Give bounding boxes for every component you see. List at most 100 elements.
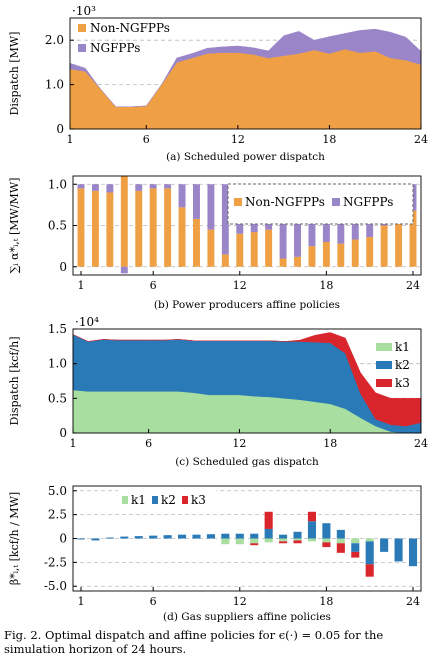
legend-swatch bbox=[376, 379, 392, 387]
x-tick-label: 12 bbox=[233, 279, 247, 292]
y-tick-label: 0.5 bbox=[48, 391, 67, 405]
chart-d: -5.0 -2.5 0 2.5 5.0 1 6 12 18 24 β*ᵢ,ₜ [kcf/h / MW… bbox=[8, 484, 422, 623]
y-tick-label: 5.0 bbox=[48, 484, 67, 498]
bar-k2 bbox=[293, 531, 302, 539]
x-tick-label: 24 bbox=[414, 437, 428, 450]
legend-swatch bbox=[152, 496, 158, 504]
bar-k2 bbox=[365, 541, 374, 565]
legend: k1 k2 k3 bbox=[376, 340, 410, 390]
bar-k2 bbox=[149, 535, 158, 539]
bar-k1 bbox=[322, 538, 331, 543]
axis-exponent: ·10³ bbox=[72, 4, 96, 18]
bar-k2 bbox=[221, 533, 230, 539]
x-tick-label: 6 bbox=[143, 133, 150, 146]
bar-ngfpps bbox=[221, 184, 229, 255]
subfigure-caption: (a) Scheduled power dispatch bbox=[166, 151, 325, 163]
bar-non-ngfpps bbox=[106, 192, 114, 267]
bar-non-ngfpps bbox=[91, 190, 99, 267]
bar-k1 bbox=[250, 538, 259, 544]
legend-box bbox=[118, 490, 216, 508]
x-tick-label: 18 bbox=[319, 279, 333, 292]
x-tick-label: 1 bbox=[78, 595, 85, 608]
bar-ngfpps bbox=[193, 184, 200, 219]
bar-k2 bbox=[322, 523, 331, 539]
area-series-non-ngfpps bbox=[69, 48, 422, 130]
bar-ngfpps bbox=[178, 184, 186, 208]
legend-swatch bbox=[376, 361, 392, 369]
x-tick-label: 18 bbox=[323, 437, 337, 450]
bar-ngfpps bbox=[77, 184, 85, 189]
bar-non-ngfpps bbox=[149, 188, 157, 267]
bar-non-ngfpps bbox=[164, 188, 172, 267]
y-axis-label: Dispatch [kcf/h] bbox=[8, 336, 21, 425]
bar-k1 bbox=[336, 538, 345, 544]
bar-k1 bbox=[365, 538, 374, 542]
bar-k2 bbox=[134, 536, 143, 539]
x-tick-label: 24 bbox=[406, 279, 420, 292]
bar-non-ngfpps bbox=[337, 243, 345, 267]
bar-k2 bbox=[163, 535, 172, 539]
x-tick-label: 6 bbox=[150, 279, 157, 292]
legend-label: Non-NGFPPs bbox=[90, 21, 170, 35]
legend-box bbox=[227, 183, 414, 225]
legend-label: k3 bbox=[395, 376, 410, 390]
legend-swatch bbox=[78, 24, 86, 32]
bar-k1 bbox=[264, 538, 273, 543]
bar-k3 bbox=[336, 543, 345, 553]
y-tick-label: 1.5 bbox=[48, 322, 67, 336]
bar-ngfpps bbox=[91, 184, 99, 191]
bar-ngfpps bbox=[120, 266, 128, 274]
figure-caption: Fig. 2. Optimal dispatch and affine poli… bbox=[4, 628, 384, 656]
bar-k2 bbox=[206, 534, 215, 539]
chart-c: 0 0.5 1.0 1.5 1 6 12 18 24 Dispatch [kcf/h] ·10⁴ (c… bbox=[8, 315, 428, 468]
bar-non-ngfpps bbox=[294, 256, 301, 267]
bar-k2 bbox=[394, 538, 403, 562]
x-tick-label: 24 bbox=[406, 595, 420, 608]
bar-ngfpps bbox=[135, 184, 143, 191]
bar-non-ngfpps bbox=[308, 246, 316, 267]
y-axis-label: Dispatch [MW] bbox=[8, 32, 21, 116]
bar-non-ngfpps bbox=[366, 237, 374, 267]
legend-swatch bbox=[332, 198, 340, 206]
bar-ngfpps bbox=[106, 184, 114, 193]
legend: Non-NGFPPs NGFPPs bbox=[227, 183, 414, 225]
bar-non-ngfpps bbox=[193, 218, 200, 267]
bar-non-ngfpps bbox=[322, 242, 330, 267]
x-tick-label: 6 bbox=[150, 595, 157, 608]
bar-non-ngfpps bbox=[351, 239, 359, 267]
bar-k2 bbox=[76, 538, 86, 540]
y-tick-label: 0 bbox=[59, 532, 67, 546]
y-tick-label: 2.0 bbox=[45, 33, 64, 47]
bar-k1 bbox=[293, 538, 302, 541]
x-tick-label: 12 bbox=[233, 595, 247, 608]
bar-k2 bbox=[250, 533, 259, 539]
bar-non-ngfpps bbox=[395, 221, 403, 267]
bar-ngfpps bbox=[149, 184, 157, 189]
bar-k3 bbox=[365, 564, 374, 577]
bar-k1 bbox=[351, 538, 360, 544]
bar-k3 bbox=[264, 511, 273, 529]
axis-exponent: ·10⁴ bbox=[75, 315, 99, 329]
bar-non-ngfpps bbox=[380, 225, 388, 267]
bar-non-ngfpps bbox=[120, 176, 128, 267]
bar-k2 bbox=[279, 534, 288, 539]
bar-non-ngfpps bbox=[77, 188, 85, 267]
plot-frame bbox=[69, 17, 422, 130]
x-tick-label: 18 bbox=[319, 595, 333, 608]
y-tick-label: 0 bbox=[56, 122, 64, 136]
bar-k1 bbox=[235, 538, 244, 545]
y-tick-label: 1.0 bbox=[48, 357, 67, 371]
bar-k2 bbox=[91, 538, 100, 541]
bar-ngfpps bbox=[207, 184, 215, 230]
bar-ngfpps bbox=[164, 184, 172, 189]
y-tick-label: -2.5 bbox=[44, 555, 67, 569]
x-tick-label: 24 bbox=[414, 133, 428, 146]
legend-swatch bbox=[376, 343, 392, 351]
bar-non-ngfpps bbox=[250, 232, 258, 267]
bar-k2 bbox=[380, 538, 389, 552]
y-tick-label: 1.0 bbox=[45, 78, 64, 92]
bar-non-ngfpps bbox=[279, 258, 287, 267]
legend-label: k1 bbox=[395, 340, 410, 354]
legend-label: k1 bbox=[131, 493, 146, 507]
